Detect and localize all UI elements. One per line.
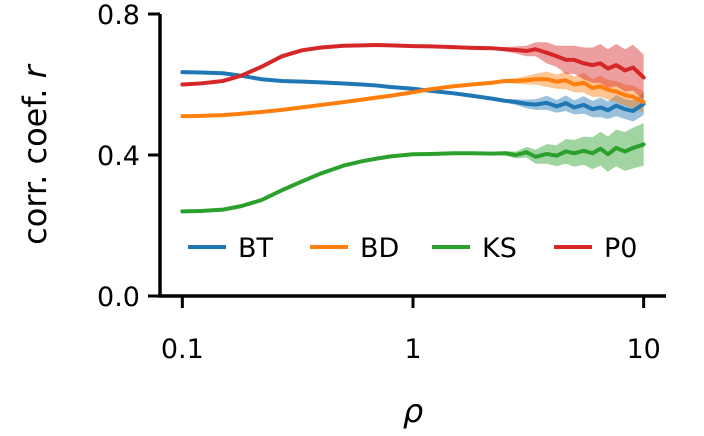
y-tick-label: 0.4 — [97, 141, 140, 172]
y-axis-label-variable: r — [16, 63, 54, 78]
y-tick-label: 0.8 — [97, 0, 140, 31]
x-axis-label: ρ — [403, 392, 423, 430]
legend-label-p0: P0 — [604, 233, 637, 264]
series-lines — [180, 43, 646, 214]
y-axis-label-text: corr. coef. — [16, 78, 54, 244]
confidence-bands — [182, 42, 644, 212]
band-bt — [182, 72, 644, 122]
legend-label-bd: BD — [360, 233, 399, 264]
band-bd — [182, 71, 644, 117]
band-p0 — [182, 42, 644, 101]
y-axis-label: corr. coef. r — [16, 63, 54, 244]
series-line-bd — [180, 77, 646, 119]
x-tick-label: 1 — [404, 334, 421, 365]
legend-label-ks: KS — [482, 233, 517, 264]
legend: BT BD KS P0 — [188, 233, 637, 264]
x-tick-label: 10 — [626, 334, 660, 365]
x-tick-label: 0.1 — [161, 334, 204, 365]
series-line-bt — [180, 70, 646, 113]
band-ks — [182, 123, 644, 212]
series-line-p0 — [180, 43, 646, 87]
legend-label-bt: BT — [238, 233, 274, 264]
y-tick-label: 0.0 — [97, 282, 140, 313]
axis-ticks: 0.1 1 10 0.0 0.4 0.8 — [97, 0, 661, 365]
series-line-ks — [180, 142, 646, 214]
